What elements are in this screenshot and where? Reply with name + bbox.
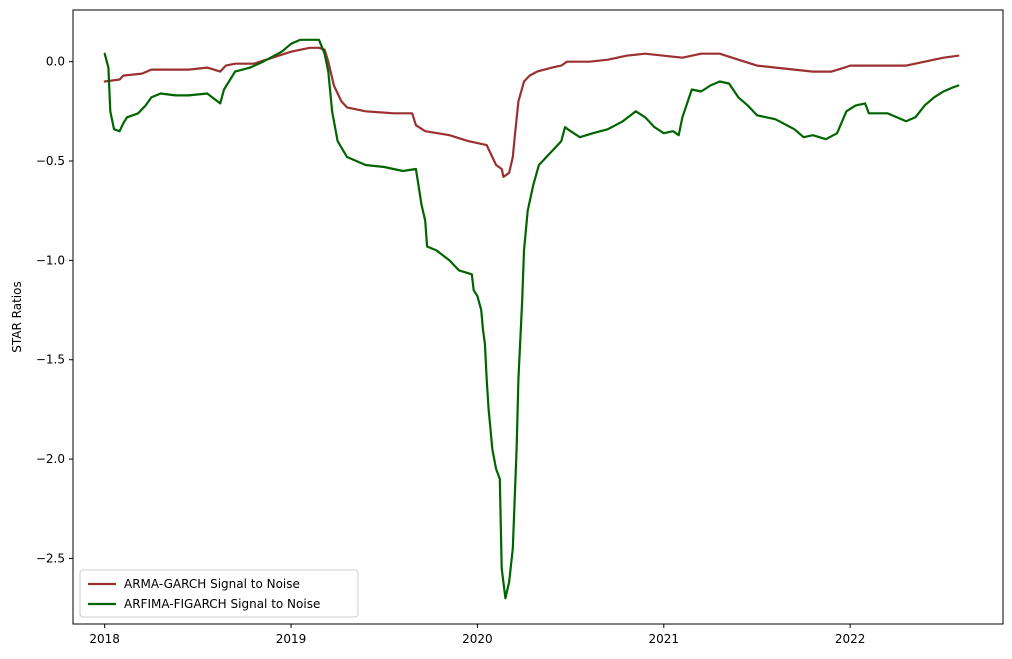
x-tick-label: 2019 [276,632,307,646]
y-tick-label: 0.0 [46,55,65,69]
x-tick-label: 2018 [89,632,120,646]
series-line-1 [103,46,960,178]
plot-area [72,9,1004,625]
y-tick-label: −1.0 [36,253,65,267]
x-axis: 2018 2019 2020 2021 2022 [89,624,865,646]
x-tick-label: 2022 [835,632,866,646]
legend-box [79,569,359,618]
y-tick-label: −1.5 [36,353,65,367]
x-tick-label: 2020 [462,632,493,646]
legend-label: ARFIMA-FIGARCH Signal to Noise [124,597,320,611]
series-line-2 [103,38,960,600]
y-axis-label: STAR Ratios [10,281,24,352]
legend: ARMA-GARCH Signal to Noise ARFIMA-FIGARCH… [79,569,359,618]
y-tick-label: −0.5 [36,154,65,168]
y-tick-label: −2.5 [36,551,65,565]
x-tick-label: 2021 [649,632,680,646]
y-tick-label: −2.0 [36,452,65,466]
series-layer [103,38,960,600]
legend-label: ARMA-GARCH Signal to Noise [124,577,300,591]
y-axis: 0.0 −0.5 −1.0 −1.5 −2.0 −2.5 [36,55,73,565]
